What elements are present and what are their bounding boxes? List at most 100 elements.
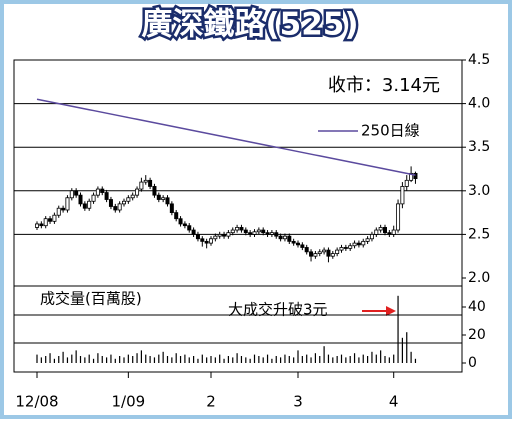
candle-body <box>48 218 53 222</box>
candle-body <box>374 229 379 235</box>
candle-body <box>400 186 405 205</box>
candle-body <box>161 197 166 200</box>
candle-body <box>295 242 300 246</box>
candle-body <box>235 227 240 231</box>
close-label: 收市：3.14元 <box>328 75 440 96</box>
candle-body <box>139 181 144 190</box>
candle-body <box>274 232 279 237</box>
candle-body <box>169 203 174 214</box>
candle-body <box>208 238 213 244</box>
candle-body <box>39 223 44 227</box>
candle-body <box>361 240 366 246</box>
candle-body <box>248 232 253 235</box>
candle-body <box>282 235 287 240</box>
candle-body <box>65 197 70 211</box>
candle-body <box>182 223 187 227</box>
candle-body <box>104 192 109 200</box>
candle-body <box>152 186 157 196</box>
candle-body <box>52 214 57 222</box>
candle-body <box>256 229 261 233</box>
candle-body <box>43 218 48 227</box>
candle-body <box>165 197 170 205</box>
candle-body <box>126 197 131 202</box>
candle-body <box>326 249 331 257</box>
y-tick-label: 4.5 <box>468 52 490 68</box>
candle-body <box>352 242 357 247</box>
candle-body <box>304 247 309 253</box>
x-tick-label: 3 <box>293 393 303 411</box>
candle-body <box>87 200 92 209</box>
x-tick-label: 1/09 <box>112 393 146 411</box>
annotation: 大成交升破3元 <box>228 301 328 319</box>
candle-body <box>269 232 274 235</box>
candle-body <box>95 188 100 196</box>
candle-body <box>382 227 387 234</box>
candle-body <box>78 194 83 205</box>
y-tick-label: 2.5 <box>468 226 490 242</box>
candle-body <box>317 251 322 254</box>
candle-body <box>243 229 248 234</box>
candle-body <box>348 245 353 249</box>
volume-label: 成交量(百萬股) <box>40 290 142 308</box>
candle-body <box>156 194 161 200</box>
candle-body <box>69 190 74 199</box>
chart-title: 廣深鐵路(525) <box>141 7 358 43</box>
candle-body <box>309 251 314 257</box>
candle-body <box>217 233 222 237</box>
candle-body <box>291 240 296 244</box>
candle-body <box>339 247 344 251</box>
candle-body <box>213 235 218 240</box>
candle-body <box>322 249 327 253</box>
candle-body <box>222 233 227 237</box>
x-tick-label: 2 <box>206 393 216 411</box>
volume-tick-label: 0 <box>468 355 477 371</box>
candle-body <box>178 218 183 225</box>
candle-body <box>195 233 200 240</box>
volume-tick-label: 40 <box>468 299 486 315</box>
candle-body <box>335 249 340 254</box>
candle-body <box>143 179 148 183</box>
candle-body <box>300 244 305 248</box>
candle-body <box>409 172 414 181</box>
candle-body <box>204 240 209 244</box>
candle-body <box>61 207 66 211</box>
candle-body <box>56 207 61 216</box>
candle-body <box>82 203 87 209</box>
candle-body <box>148 179 153 187</box>
candle-body <box>100 188 105 193</box>
candle-body <box>404 179 409 187</box>
candle-body <box>287 235 292 242</box>
candle-body <box>174 212 179 220</box>
candle-body <box>261 229 266 234</box>
candle-body <box>117 203 122 211</box>
candle-body <box>252 231 257 235</box>
y-tick-label: 4.0 <box>468 96 490 112</box>
candle-body <box>91 194 96 202</box>
candle-body <box>356 242 361 246</box>
candle-body <box>191 229 196 235</box>
moving-average <box>36 98 416 176</box>
candle-body <box>365 238 370 242</box>
candle-body <box>391 229 396 235</box>
candle-body <box>343 247 348 249</box>
candle-body <box>35 223 40 228</box>
volume-tick-label: 20 <box>468 327 486 343</box>
x-tick-label: 12/08 <box>15 393 58 411</box>
candle-body <box>369 233 374 240</box>
candle-body <box>108 199 113 207</box>
candle-body <box>135 188 140 196</box>
candle-body <box>313 253 318 257</box>
candle-body <box>396 203 401 231</box>
plot-frame <box>13 59 463 373</box>
candle-body <box>122 200 127 205</box>
candle-body <box>265 232 270 235</box>
candle-body <box>226 232 231 237</box>
candle-body <box>330 253 335 257</box>
candle-body <box>200 238 205 242</box>
candle-body <box>187 225 192 231</box>
y-tick-label: 3.5 <box>468 139 490 155</box>
legend-label: 250日線 <box>361 122 420 140</box>
candle-body <box>413 172 418 179</box>
